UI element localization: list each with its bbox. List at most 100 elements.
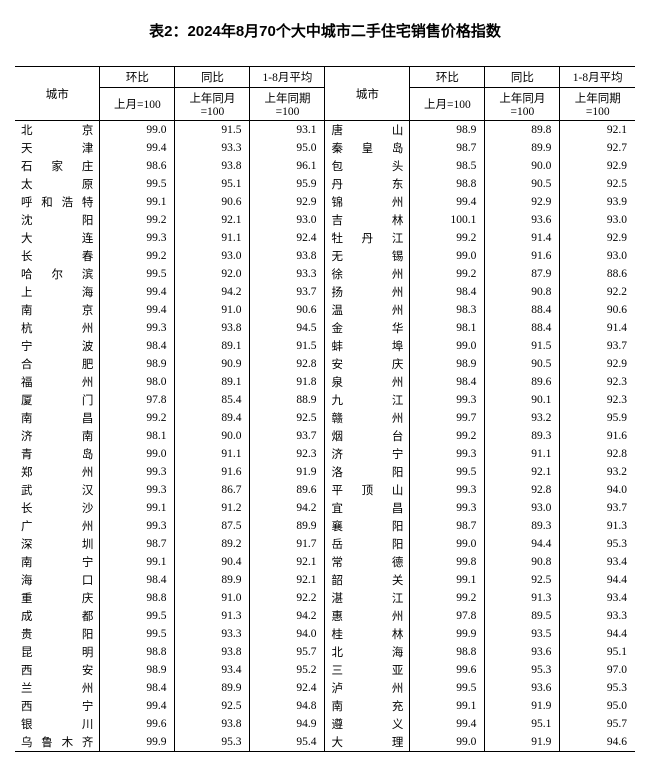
avg-cell: 89.9	[250, 517, 325, 535]
table-row: 西安98.993.495.2三亚99.695.397.0	[15, 661, 635, 679]
table-row: 宁波98.489.191.5蚌埠99.091.593.7	[15, 337, 635, 355]
avg-cell: 96.1	[250, 157, 325, 175]
yoy-cell: 92.9	[485, 193, 560, 211]
city-cell: 西安	[15, 661, 100, 679]
yoy-cell: 93.4	[175, 661, 250, 679]
hdr-yoy-sub-left: 上年同月=100	[175, 88, 250, 121]
avg-cell: 94.9	[250, 715, 325, 733]
mom-cell: 98.4	[100, 571, 175, 589]
avg-cell: 97.0	[560, 661, 635, 679]
yoy-cell: 90.5	[485, 175, 560, 193]
avg-cell: 95.1	[560, 643, 635, 661]
mom-cell: 99.3	[410, 391, 485, 409]
city-cell: 金华	[325, 319, 410, 337]
yoy-cell: 91.9	[485, 733, 560, 752]
mom-cell: 99.3	[100, 463, 175, 481]
mom-cell: 99.6	[100, 715, 175, 733]
yoy-cell: 87.5	[175, 517, 250, 535]
city-cell: 上海	[15, 283, 100, 301]
city-cell: 秦皇岛	[325, 139, 410, 157]
mom-cell: 99.3	[100, 517, 175, 535]
table-row: 兰州98.489.992.4泸州99.593.695.3	[15, 679, 635, 697]
mom-cell: 98.9	[410, 121, 485, 140]
yoy-cell: 90.0	[175, 427, 250, 445]
yoy-cell: 89.9	[485, 139, 560, 157]
table-row: 上海99.494.293.7扬州98.490.892.2	[15, 283, 635, 301]
yoy-cell: 89.6	[485, 373, 560, 391]
avg-cell: 88.9	[250, 391, 325, 409]
yoy-cell: 91.5	[175, 121, 250, 140]
avg-cell: 93.0	[560, 247, 635, 265]
city-cell: 南昌	[15, 409, 100, 427]
yoy-cell: 92.1	[175, 211, 250, 229]
avg-cell: 94.6	[560, 733, 635, 752]
yoy-cell: 90.0	[485, 157, 560, 175]
yoy-cell: 93.0	[485, 499, 560, 517]
hdr-yoy-left: 同比	[175, 67, 250, 88]
mom-cell: 99.3	[410, 499, 485, 517]
city-cell: 沈阳	[15, 211, 100, 229]
avg-cell: 93.0	[560, 211, 635, 229]
yoy-cell: 92.1	[485, 463, 560, 481]
yoy-cell: 89.1	[175, 337, 250, 355]
avg-cell: 93.8	[250, 247, 325, 265]
yoy-cell: 91.3	[485, 589, 560, 607]
mom-cell: 98.5	[410, 157, 485, 175]
avg-cell: 92.5	[250, 409, 325, 427]
yoy-cell: 90.8	[485, 553, 560, 571]
avg-cell: 90.6	[560, 301, 635, 319]
yoy-cell: 91.1	[175, 229, 250, 247]
yoy-cell: 89.5	[485, 607, 560, 625]
city-cell: 青岛	[15, 445, 100, 463]
city-cell: 泉州	[325, 373, 410, 391]
city-cell: 南京	[15, 301, 100, 319]
avg-cell: 94.4	[560, 571, 635, 589]
avg-cell: 92.1	[250, 553, 325, 571]
table-row: 南宁99.190.492.1常德99.890.893.4	[15, 553, 635, 571]
mom-cell: 99.0	[410, 337, 485, 355]
city-cell: 常德	[325, 553, 410, 571]
city-cell: 乌鲁木齐	[15, 733, 100, 752]
avg-cell: 93.7	[560, 499, 635, 517]
table-row: 合肥98.990.992.8安庆98.990.592.9	[15, 355, 635, 373]
city-cell: 蚌埠	[325, 337, 410, 355]
mom-cell: 99.0	[100, 445, 175, 463]
avg-cell: 92.8	[560, 445, 635, 463]
city-cell: 重庆	[15, 589, 100, 607]
mom-cell: 99.5	[410, 463, 485, 481]
yoy-cell: 89.1	[175, 373, 250, 391]
yoy-cell: 92.5	[175, 697, 250, 715]
mom-cell: 98.8	[410, 175, 485, 193]
yoy-cell: 89.3	[485, 427, 560, 445]
yoy-cell: 93.8	[175, 319, 250, 337]
yoy-cell: 94.4	[485, 535, 560, 553]
avg-cell: 93.7	[560, 337, 635, 355]
table-row: 西宁99.492.594.8南充99.191.995.0	[15, 697, 635, 715]
mom-cell: 99.9	[410, 625, 485, 643]
yoy-cell: 85.4	[175, 391, 250, 409]
mom-cell: 99.5	[100, 175, 175, 193]
yoy-cell: 89.8	[485, 121, 560, 140]
table-row: 深圳98.789.291.7岳阳99.094.495.3	[15, 535, 635, 553]
table-row: 长春99.293.093.8无锡99.091.693.0	[15, 247, 635, 265]
mom-cell: 97.8	[100, 391, 175, 409]
city-cell: 北海	[325, 643, 410, 661]
avg-cell: 92.9	[560, 229, 635, 247]
mom-cell: 99.2	[100, 409, 175, 427]
avg-cell: 91.5	[250, 337, 325, 355]
avg-cell: 92.4	[250, 229, 325, 247]
city-cell: 襄阳	[325, 517, 410, 535]
mom-cell: 98.7	[410, 139, 485, 157]
city-cell: 呼和浩特	[15, 193, 100, 211]
city-cell: 济南	[15, 427, 100, 445]
city-cell: 成都	[15, 607, 100, 625]
table-row: 武汉99.386.789.6平顶山99.392.894.0	[15, 481, 635, 499]
mom-cell: 98.1	[410, 319, 485, 337]
avg-cell: 93.3	[250, 265, 325, 283]
yoy-cell: 91.0	[175, 301, 250, 319]
mom-cell: 99.2	[410, 589, 485, 607]
avg-cell: 95.3	[560, 679, 635, 697]
yoy-cell: 95.3	[485, 661, 560, 679]
mom-cell: 98.4	[410, 283, 485, 301]
yoy-cell: 87.9	[485, 265, 560, 283]
